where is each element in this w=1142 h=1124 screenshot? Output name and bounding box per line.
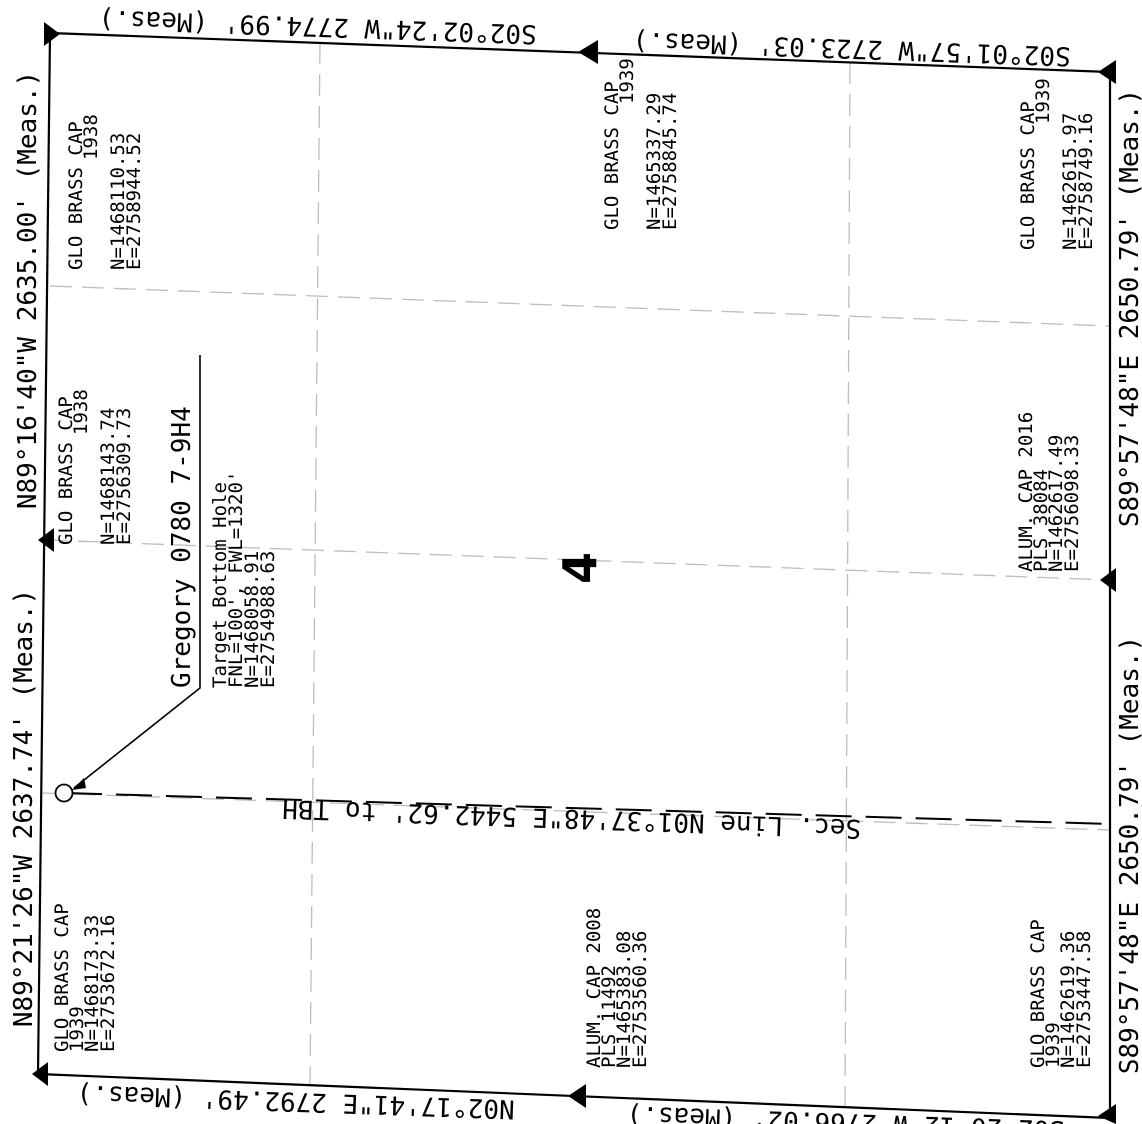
boundary-call-top-west: S02°02'24"W 2774.99' (Meas.) bbox=[98, 3, 537, 48]
well-label: Gregory 0780 7-9H4 Target Bottom Hole FN… bbox=[167, 406, 279, 688]
well-label-line: FNL=100', FWL=1320' bbox=[225, 471, 247, 688]
corner-label-line: E=2758749.16 bbox=[1075, 113, 1097, 250]
corner-marker-left-mid bbox=[38, 528, 54, 552]
corner-label-line: N=1462615.97 bbox=[1059, 113, 1081, 250]
well-label-line: E=2754988.63 bbox=[257, 551, 279, 688]
grid-line-h3 bbox=[41, 792, 1111, 831]
corner-label-line: PLS 38084 bbox=[1030, 469, 1052, 572]
corner-label-line: N=1462617.49 bbox=[1045, 435, 1067, 572]
section-line-label: Sec. Line N01°37'48"E 5442.62' to TBH bbox=[282, 793, 862, 843]
boundary-call-left-south: N89°21'26"W 2637.74' (Meas.) bbox=[9, 589, 39, 1027]
corner-label-line: E=2756098.33 bbox=[1061, 435, 1083, 572]
corner-label-line: N=1462619.36 bbox=[1057, 931, 1079, 1068]
corner-label-top-mid: GLO BRASS CAP 1939 N=1465337.29 E=275884… bbox=[601, 58, 681, 230]
corner-label-line: GLO BRASS CAP bbox=[55, 396, 77, 545]
corner-label-line: N=1468110.53 bbox=[107, 133, 129, 270]
section-line-to-tbh bbox=[65, 792, 1111, 825]
corner-label-line: 1938 bbox=[70, 389, 92, 435]
corner-marker-right-mid bbox=[1100, 568, 1116, 592]
corner-label-line: N=1468143.74 bbox=[97, 408, 119, 545]
corner-label-line: N=1465337.29 bbox=[643, 93, 665, 230]
corner-label-line: GLO BRASS CAP bbox=[1027, 919, 1049, 1068]
corner-marker-bottom-right bbox=[1098, 1104, 1116, 1124]
boundary-call-right-north: S89°57'48"E 2650.79' (Meas.) bbox=[1115, 89, 1142, 527]
corner-label-left-mid: GLO BRASS CAP 1938 N=1468143.74 E=275630… bbox=[55, 389, 135, 545]
corner-label-line: E=2753672.16 bbox=[97, 915, 119, 1052]
corner-markers bbox=[32, 22, 1116, 1124]
section-grid bbox=[41, 41, 1111, 1107]
grid-line-h1 bbox=[49, 285, 1111, 327]
corner-marker-top-right bbox=[1098, 60, 1116, 84]
grid-line-v1 bbox=[309, 41, 321, 1085]
well-name: Gregory 0780 7-9H4 bbox=[167, 406, 197, 688]
corner-label-top-left: GLO BRASS CAP 1938 N=1468110.53 E=275894… bbox=[65, 114, 145, 270]
boundary-left bbox=[36, 32, 52, 1075]
well-label-line: N=1468058.91 bbox=[241, 551, 263, 688]
corner-label-line: E=2758944.52 bbox=[123, 133, 145, 270]
corner-label-bottom-mid: ALUM. CAP 2008 PLS 11492 N=1465383.08 E=… bbox=[583, 908, 651, 1068]
corner-label-bottom-left: GLO BRASS CAP 1939 N=1468173.33 E=275367… bbox=[51, 903, 119, 1052]
corner-label-line: 1939 bbox=[616, 58, 638, 104]
well-label-line: Target Bottom Hole bbox=[209, 482, 231, 688]
boundary-call-left-north: N89°16'40"W 2635.00' (Meas.) bbox=[13, 71, 43, 509]
corner-label-line: ALUM. CAP 2016 bbox=[1015, 412, 1037, 572]
corner-label-line: 1939 bbox=[1042, 1022, 1064, 1068]
corner-label-line: ALUM. CAP 2008 bbox=[583, 908, 605, 1068]
corner-label-bottom-right: GLO BRASS CAP 1939 N=1462619.36 E=275344… bbox=[1027, 919, 1095, 1068]
corner-label-line: E=2753447.58 bbox=[1073, 931, 1095, 1068]
corner-label-line: PLS 11492 bbox=[598, 965, 620, 1068]
grid-line-h2 bbox=[45, 539, 1111, 581]
corner-label-line: N=1468173.33 bbox=[81, 915, 103, 1052]
corner-label-line: N=1465383.08 bbox=[613, 931, 635, 1068]
target-bottom-hole-marker bbox=[54, 783, 74, 803]
corner-label-line: GLO BRASS CAP bbox=[65, 121, 87, 270]
corner-label-line: 1938 bbox=[80, 114, 102, 160]
corner-label-line: 1939 bbox=[1032, 78, 1054, 124]
corner-label-line: E=2753560.36 bbox=[629, 931, 651, 1068]
corner-label-line: E=2756309.73 bbox=[113, 408, 135, 545]
corner-marker-top-left bbox=[44, 22, 60, 46]
well-leader-line bbox=[73, 355, 201, 789]
corner-marker-bottom-left bbox=[32, 1062, 48, 1086]
corner-label-line: GLO BRASS CAP bbox=[1017, 101, 1039, 250]
corner-label-right-mid: ALUM. CAP 2016 PLS 38084 N=1462617.49 E=… bbox=[1015, 412, 1083, 572]
corner-label-top-right: GLO BRASS CAP 1939 N=1462615.97 E=275874… bbox=[1017, 78, 1097, 250]
corner-label-line: E=2758845.74 bbox=[659, 93, 681, 230]
boundary-call-right-south: S89°57'48"E 2650.79' (Meas.) bbox=[1115, 636, 1142, 1074]
corner-label-line: GLO BRASS CAP bbox=[51, 903, 73, 1052]
corner-marker-bottom-mid bbox=[568, 1084, 586, 1108]
corner-label-line: GLO BRASS CAP bbox=[601, 81, 623, 230]
corner-marker-top-mid bbox=[578, 40, 598, 64]
well-path bbox=[54, 355, 1111, 825]
grid-line-v2 bbox=[844, 61, 851, 1107]
boundary-call-bottom-east: S02°20'12"W 2766.02' (Meas.) bbox=[626, 1099, 1065, 1124]
well-leader-arrowhead bbox=[72, 778, 86, 790]
section-number: 4 bbox=[553, 552, 607, 584]
boundary-call-top-east: S02°01'57"W 2723.03' (Meas.) bbox=[632, 25, 1071, 70]
corner-label-line: 1939 bbox=[66, 1006, 88, 1052]
